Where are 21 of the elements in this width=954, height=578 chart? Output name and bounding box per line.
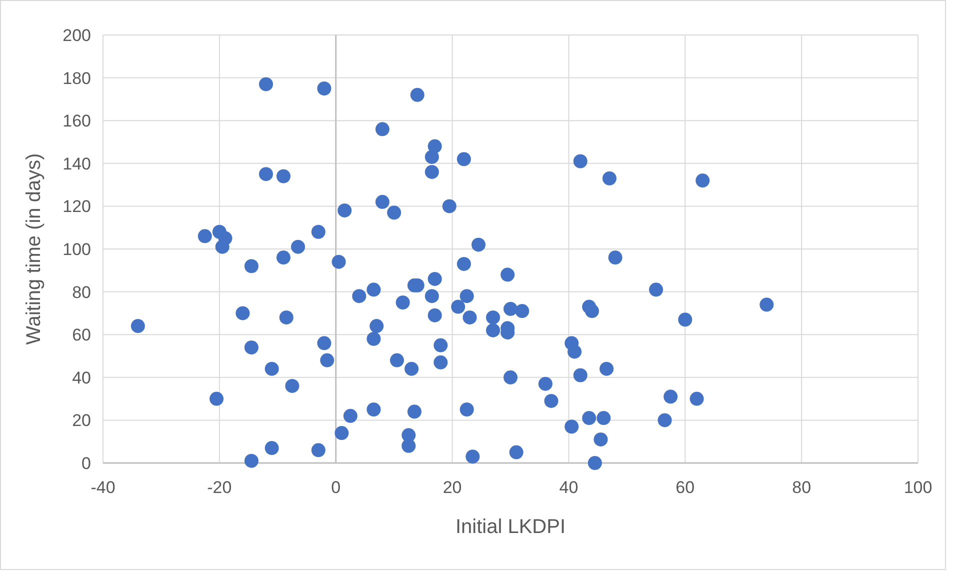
y-tick-label: 200 <box>62 26 91 45</box>
y-tick-label: 120 <box>62 197 91 216</box>
x-tick-label: 20 <box>442 478 462 497</box>
y-tick-label: 0 <box>82 454 91 473</box>
y-tick-label: 20 <box>72 411 91 430</box>
x-axis-title: Initial LKDPI <box>455 516 566 538</box>
x-tick-label: 0 <box>331 478 341 497</box>
y-tick-label: 100 <box>62 240 91 259</box>
x-tick-label: -20 <box>207 478 232 497</box>
x-tick-label: 60 <box>676 478 695 497</box>
y-tick-label: 140 <box>62 154 91 174</box>
x-tick-label: 40 <box>559 478 578 497</box>
x-tick-label: 80 <box>792 478 812 497</box>
x-tick-label: -40 <box>90 478 116 497</box>
y-tick-label: 60 <box>72 326 91 345</box>
y-axis-title: Waiting time (in days) <box>23 153 45 345</box>
y-tick-label: 80 <box>72 282 91 302</box>
x-tick-label: 100 <box>904 478 932 497</box>
y-tick-label: 160 <box>62 112 91 131</box>
y-tick-label: 180 <box>62 68 91 88</box>
y-tick-label: 40 <box>72 368 91 388</box>
